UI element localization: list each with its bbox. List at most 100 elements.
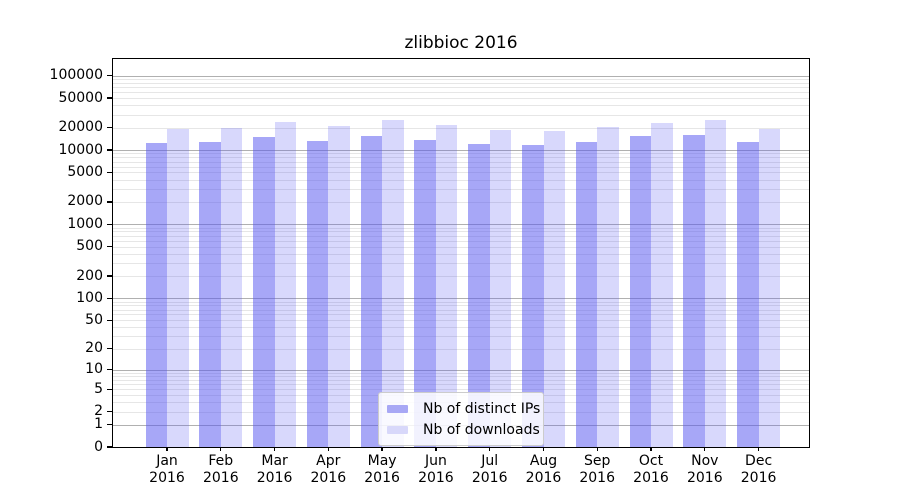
y-tick-mark (107, 97, 112, 99)
gridline-major (113, 150, 809, 151)
gridline-minor (113, 179, 809, 181)
x-tick-label: Dec 2016 (727, 453, 791, 487)
x-tick-year: 2016 (740, 470, 777, 486)
x-tick-label: Sep 2016 (565, 453, 629, 487)
gridline-minor (113, 161, 809, 163)
gridline-minor (113, 327, 809, 329)
y-tick-mark (107, 410, 112, 413)
x-tick-mark (273, 447, 276, 451)
x-tick-year: 2016 (149, 470, 185, 486)
x-tick-label: Aug 2016 (512, 453, 576, 487)
bar-distinct-ips-dec (737, 142, 759, 447)
y-tick-label: 10 (85, 361, 103, 378)
x-tick-label: Feb 2016 (189, 453, 253, 487)
gridline-minor (113, 263, 809, 264)
gridline-minor (113, 82, 809, 84)
plot-area: Nb of distinct IPs Nb of downloads (112, 58, 810, 448)
y-tick-mark (107, 201, 112, 203)
y-tick-label: 2 (94, 403, 103, 420)
gridline-minor (113, 276, 809, 277)
x-tick-year: 2016 (364, 470, 400, 486)
gridline-minor (113, 384, 809, 386)
y-tick-label: 50000 (58, 89, 103, 106)
y-tick-mark (107, 388, 112, 390)
bar-distinct-ips-feb (199, 141, 221, 447)
gridline-minor (113, 314, 809, 316)
x-tick-mark (327, 447, 329, 451)
y-tick-mark (107, 297, 112, 299)
bar-downloads-apr (328, 126, 350, 447)
bar-downloads-may (382, 120, 404, 447)
x-tick-mark (704, 447, 706, 451)
x-tick-mark (166, 447, 168, 451)
x-tick-label: Apr 2016 (296, 453, 360, 487)
legend-item-downloads: Nb of downloads (387, 419, 540, 440)
x-tick-mark (650, 447, 652, 451)
chart-title: zlibbioc 2016 (404, 33, 518, 53)
legend-swatch-distinct-ips-icon (387, 404, 408, 413)
bar-downloads-jan (167, 128, 189, 447)
gridline-minor (113, 320, 809, 322)
gridline-minor (113, 336, 809, 338)
x-tick-mark (489, 447, 491, 451)
y-tick-mark (107, 275, 112, 277)
y-tick-label: 20000 (58, 119, 103, 136)
gridline-minor (113, 376, 809, 378)
x-tick-year: 2016 (471, 470, 508, 486)
gridline-minor (113, 372, 809, 374)
x-tick-mark (757, 447, 760, 451)
gridline-minor (113, 92, 809, 94)
bar-distinct-ips-apr (306, 141, 329, 447)
y-tick-label: 5000 (67, 163, 103, 180)
y-tick-mark (107, 369, 112, 371)
x-tick-month: Dec (745, 453, 773, 469)
x-tick-year: 2016 (633, 470, 669, 486)
gridline-minor (113, 127, 809, 129)
gridline-minor (113, 79, 809, 81)
y-tick-label: 200 (76, 267, 103, 284)
x-tick-label: Jan 2016 (135, 453, 199, 487)
x-tick-month: Jul (481, 453, 499, 469)
x-tick-year: 2016 (686, 470, 723, 486)
bar-distinct-ips-jan (145, 143, 167, 447)
x-tick-label: Nov 2016 (673, 453, 737, 487)
bar-downloads-jun (435, 124, 458, 447)
legend-label-distinct-ips: Nb of distinct IPs (423, 400, 541, 417)
y-tick-label: 5 (94, 380, 103, 397)
bar-downloads-oct (651, 122, 673, 447)
x-tick-mark (381, 447, 383, 451)
y-tick-mark (107, 75, 112, 77)
bar-downloads-feb (220, 127, 243, 447)
y-tick-mark (107, 245, 112, 248)
y-tick-mark (107, 149, 112, 151)
gridline-minor (113, 114, 809, 116)
y-tick-label: 1 (94, 416, 103, 433)
bar-distinct-ips-mar (253, 137, 275, 447)
gridline-minor (113, 87, 809, 89)
x-tick-month: Sep (583, 453, 611, 469)
x-tick-label: Oct 2016 (619, 453, 683, 487)
legend-label-downloads: Nb of downloads (423, 421, 540, 438)
x-tick-year: 2016 (525, 470, 562, 486)
gridline-minor (113, 309, 809, 311)
y-tick-label: 0 (94, 438, 103, 455)
bar-distinct-ips-nov (683, 134, 705, 447)
bar-distinct-ips-aug (522, 145, 544, 447)
gridline-minor (113, 253, 809, 255)
x-tick-year: 2016 (579, 470, 615, 486)
legend: Nb of distinct IPs Nb of downloads (378, 392, 544, 446)
x-tick-year: 2016 (256, 470, 293, 486)
bar-distinct-ips-may (360, 136, 383, 447)
x-tick-month: Jan (156, 453, 178, 469)
x-tick-month: Aug (529, 453, 558, 469)
gridline-minor (113, 166, 809, 168)
bar-distinct-ips-sep (575, 142, 598, 447)
x-tick-label: Jun 2016 (404, 453, 468, 487)
gridline-minor (113, 348, 809, 350)
x-tick-label: May 2016 (350, 453, 414, 487)
bar-downloads-aug (543, 131, 565, 447)
y-tick-label: 20 (85, 340, 103, 357)
gridline-major (113, 75, 809, 77)
y-tick-mark (107, 423, 112, 426)
